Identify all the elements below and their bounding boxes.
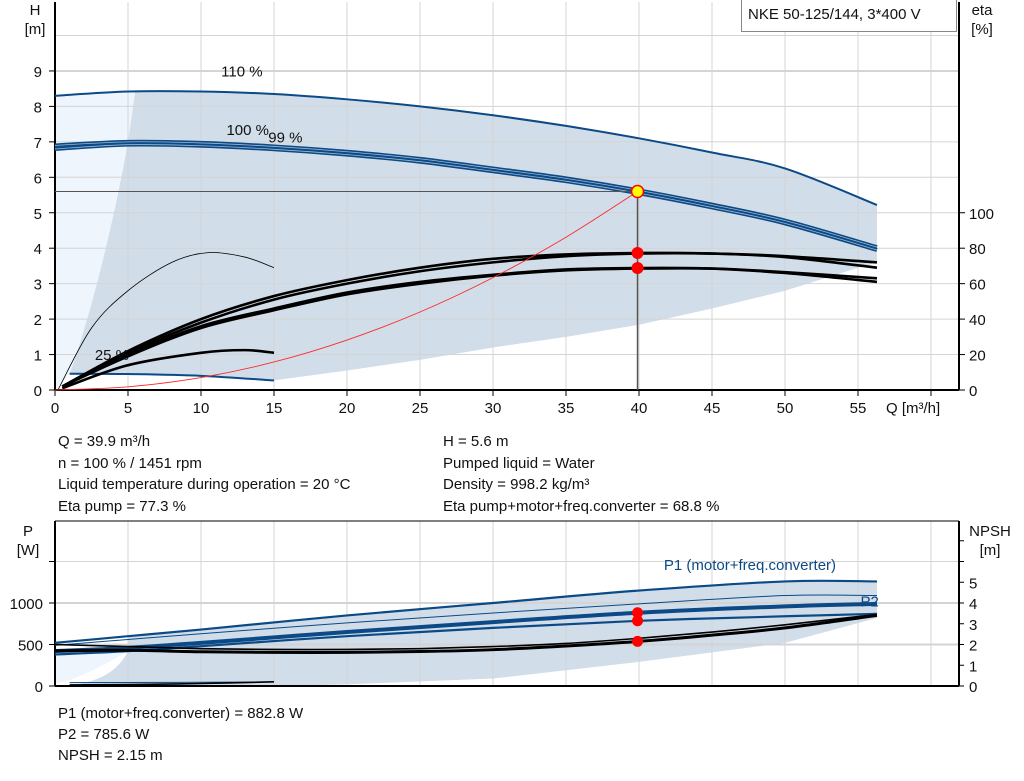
h-tick-label: 1 [34, 348, 42, 365]
h-tick-label: 9 [34, 64, 42, 81]
info-right: H = 5.6 m Pumped liquid = Water Density … [443, 431, 719, 518]
head-curve [69, 372, 275, 382]
head-curve-highlight [54, 141, 878, 248]
q-tick-label: 0 [51, 400, 59, 417]
npsh-tick-label: 0 [969, 679, 977, 696]
info-head: H = 5.6 m [443, 433, 509, 450]
q-tick-label: 5 [124, 400, 132, 417]
low-flow-region [55, 91, 136, 391]
h-tick-label: 3 [34, 277, 42, 294]
npsh-curve [54, 613, 878, 651]
eta-tick-label: 40 [969, 312, 986, 329]
h-axis-unit: [m] [24, 21, 46, 38]
p-axis-unit: [W] [16, 542, 40, 559]
h-axis-label: H [m] [22, 1, 48, 39]
npsh-axis-name: NPSH [969, 523, 1011, 540]
eta-tick-label: 20 [969, 348, 986, 365]
npsh-tick-label: 3 [969, 617, 977, 634]
h-tick-label: 4 [34, 241, 42, 258]
eta-total-marker [631, 262, 644, 275]
info-eta-pump: Eta pump = 77.3 % [58, 498, 186, 516]
eta-tick-label: 60 [969, 277, 986, 294]
speed-label: 100 % [226, 122, 269, 139]
power-curve-label: P1 (motor+freq.converter) [664, 557, 836, 574]
q-tick-label: 50 [777, 400, 794, 417]
p2-marker [632, 615, 644, 627]
power-curve-label: P2 [861, 593, 879, 610]
eta-axis-label: eta [%] [962, 1, 1002, 39]
h-tick-label: 6 [34, 170, 42, 187]
npsh-axis-label: NPSH [m] [962, 522, 1018, 560]
eta-tick-label: 0 [969, 383, 977, 400]
eta-tick-label: 100 [969, 206, 994, 223]
npsh-axis-unit: [m] [979, 542, 1001, 559]
h-tick-label: 2 [34, 312, 42, 329]
h-tick-label: 8 [34, 99, 42, 116]
legend-title: NKE 50-125/144, 3*400 V [748, 6, 921, 23]
q-tick-label: 55 [850, 400, 867, 417]
npsh-curve [54, 613, 878, 654]
info-density: Density = 998.2 kg/m³ [443, 476, 590, 494]
p-axis-name: P [22, 523, 33, 540]
operating-range-area-power [69, 581, 877, 686]
p-tick-label: 500 [18, 638, 43, 655]
npsh-marker [632, 635, 644, 647]
q-axis-label: Q [m³/h] [886, 400, 941, 417]
npsh-curve [69, 681, 275, 686]
head-curve-highlight [54, 144, 878, 251]
info-p1: P1 (motor+freq.converter) = 882.8 W [58, 705, 304, 722]
info-flow: Q = 39.9 m³/h [58, 433, 151, 450]
info-speed: n = 100 % / 1451 rpm [58, 454, 202, 472]
system-curve [54, 191, 638, 391]
efficiency-curve [61, 251, 878, 388]
duty-point-marker [630, 184, 645, 199]
npsh-tick-label: 4 [969, 596, 977, 613]
low-flow-region-power [55, 648, 128, 686]
efficiency-curve [57, 252, 275, 391]
q-tick-label: 15 [266, 400, 283, 417]
npsh-tick-label: 1 [969, 658, 977, 675]
p-tick-label: 1000 [10, 596, 43, 613]
power-curve [54, 594, 877, 646]
head-curve [54, 90, 878, 206]
speed-label: 25 % [95, 347, 129, 364]
eta-tick-label: 80 [969, 241, 986, 258]
npsh-tick-label: 5 [969, 575, 977, 592]
power-curve [54, 579, 877, 644]
q-tick-label: 45 [704, 400, 721, 417]
q-tick-label: 10 [193, 400, 210, 417]
p1-marker [632, 607, 644, 619]
h-tick-label: 7 [34, 135, 42, 152]
speed-label: 99 % [268, 129, 302, 146]
p-tick-label: 0 [35, 679, 43, 696]
q-tick-label: 20 [339, 400, 356, 417]
legend-box: NKE 50-125/144, 3*400 V [741, 0, 957, 32]
eta-axis-unit: [%] [971, 21, 993, 38]
q-tick-label: 30 [485, 400, 502, 417]
p-axis-label: P [W] [13, 522, 43, 560]
efficiency-curve [61, 266, 878, 388]
info-bottom: P1 (motor+freq.converter) = 882.8 W P2 =… [58, 703, 303, 766]
h-axis-name: H [29, 2, 41, 19]
info-temperature: Liquid temperature during operation = 20… [58, 476, 351, 494]
info-liquid: Pumped liquid = Water [443, 454, 595, 472]
power-curve [54, 601, 878, 654]
info-eta-total: Eta pump+motor+freq.converter = 68.8 % [443, 498, 720, 516]
eta-axis-name: eta [971, 2, 993, 19]
efficiency-curve [61, 348, 275, 390]
info-left: Q = 39.9 m³/h n = 100 % / 1451 rpm Liqui… [58, 431, 350, 518]
q-tick-label: 35 [558, 400, 575, 417]
eta-pump-marker [631, 246, 644, 259]
info-npsh: NPSH = 2.15 m [58, 747, 163, 764]
q-tick-label: 40 [631, 400, 648, 417]
q-tick-label: 25 [412, 400, 429, 417]
speed-label: 110 % [221, 63, 262, 80]
npsh-tick-label: 2 [969, 638, 977, 655]
h-tick-label: 5 [34, 206, 42, 223]
info-p2: P2 = 785.6 W [58, 726, 150, 743]
h-tick-label: 0 [34, 383, 42, 400]
